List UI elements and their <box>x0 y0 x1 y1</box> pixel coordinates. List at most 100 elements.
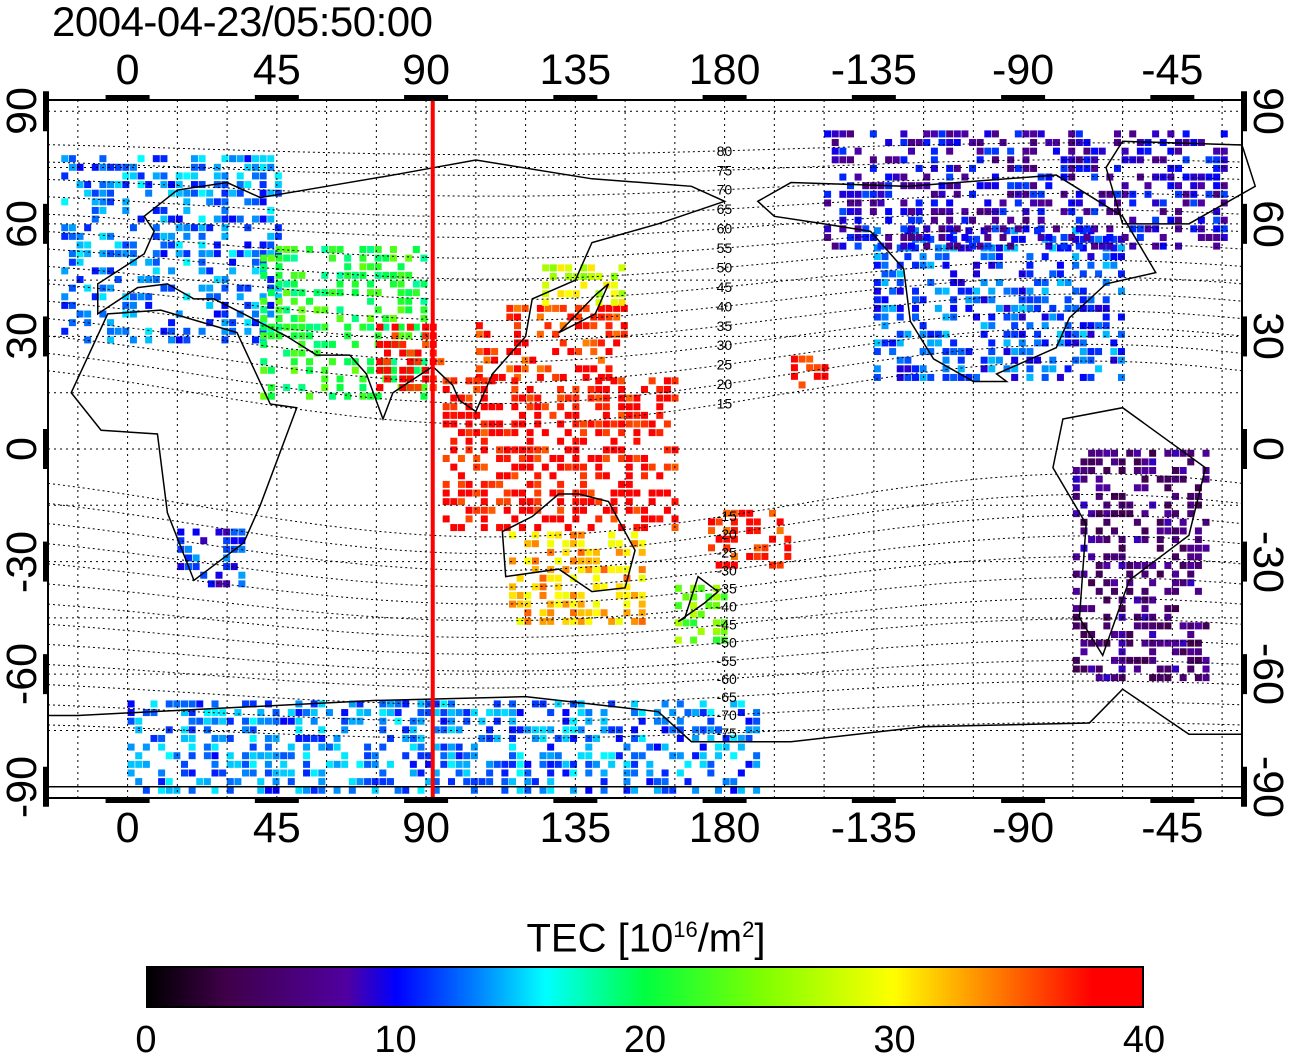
tec-cell <box>450 394 458 402</box>
tec-cell <box>348 778 356 786</box>
lon-tick-label-top: -90 <box>992 46 1055 94</box>
coast-south-america <box>1052 406 1207 658</box>
tec-cell <box>600 709 608 717</box>
tec-cell <box>610 489 618 497</box>
tick-bar-right <box>1241 541 1247 582</box>
tec-cell <box>1011 313 1019 321</box>
tec-cell <box>61 198 69 206</box>
tec-cell <box>590 348 598 356</box>
tec-cell <box>184 545 192 553</box>
tec-cell <box>674 619 682 627</box>
tec-cell <box>397 289 405 297</box>
tec-cell <box>1110 458 1118 466</box>
tec-cell <box>1103 579 1111 587</box>
tec-cell <box>927 373 935 381</box>
tec-cell <box>290 254 298 262</box>
tec-cell <box>1102 244 1110 252</box>
tec-cell <box>1152 216 1160 224</box>
tec-cell <box>610 498 618 506</box>
tec-cell <box>946 173 954 181</box>
tec-cell <box>513 304 521 312</box>
tec-cell <box>215 571 223 579</box>
tec-cell <box>730 527 738 535</box>
tec-cell <box>965 244 973 252</box>
tec-cell <box>242 726 250 734</box>
mag-contour <box>47 310 1243 363</box>
tec-cell <box>541 463 549 471</box>
tec-cell <box>552 304 560 312</box>
tec-cell <box>518 489 526 497</box>
tec-cell <box>564 446 572 454</box>
tec-cell <box>1164 613 1172 621</box>
tec-cell <box>455 709 463 717</box>
tec-cell <box>383 340 391 348</box>
tec-cell <box>769 535 777 543</box>
tec-cell <box>526 480 534 488</box>
tec-cell <box>1022 225 1030 233</box>
tec-cell <box>318 769 326 777</box>
tec-cell <box>915 216 923 224</box>
tec-cell <box>473 411 481 419</box>
mag-contour <box>47 343 1243 405</box>
tec-cell <box>409 760 417 768</box>
tec-cell <box>613 339 621 347</box>
tick-bar-left <box>43 91 49 132</box>
tec-cell <box>946 130 954 138</box>
tec-cell <box>318 700 326 708</box>
tec-cell <box>595 290 603 298</box>
tec-cell <box>623 760 631 768</box>
tick-bar-right <box>1241 203 1247 244</box>
tec-cell <box>1113 164 1121 172</box>
tec-cell <box>68 284 76 292</box>
tec-cell <box>526 429 534 437</box>
tec-cell <box>1064 304 1072 312</box>
tec-cell <box>259 198 267 206</box>
tec-cell <box>934 339 942 347</box>
tec-cell <box>575 304 583 312</box>
tec-cell <box>107 319 115 327</box>
tec-cell <box>1022 182 1030 190</box>
tec-cell <box>509 734 517 742</box>
tec-cell <box>180 760 188 768</box>
tec-cell <box>198 284 206 292</box>
tec-cell <box>488 480 496 488</box>
tec-cell <box>180 709 188 717</box>
tec-cell <box>769 561 777 569</box>
tec-cell <box>536 313 544 321</box>
tec-cell <box>745 734 753 742</box>
tec-cell <box>1014 130 1022 138</box>
tec-cell <box>313 289 321 297</box>
tec-cell <box>336 245 344 253</box>
tec-cell <box>386 734 394 742</box>
tec-cell <box>364 752 372 760</box>
tec-cell <box>973 296 981 304</box>
tec-cell <box>1110 579 1118 587</box>
tec-cell <box>1011 356 1019 364</box>
tec-cell <box>554 557 562 565</box>
tec-cell <box>99 293 107 301</box>
tec-cell <box>1159 233 1167 241</box>
tec-cell <box>524 557 532 565</box>
tec-cell <box>587 394 595 402</box>
tec-cell <box>1118 665 1126 673</box>
tec-cell <box>730 734 738 742</box>
tec-cell <box>570 617 578 625</box>
tec-cell <box>1194 656 1202 664</box>
tec-cell <box>988 348 996 356</box>
tec-cell <box>579 472 587 480</box>
tec-cell <box>183 250 191 258</box>
tec-cell <box>457 394 465 402</box>
tec-cell <box>511 377 519 385</box>
tec-cell <box>638 600 646 608</box>
tec-cell <box>631 734 639 742</box>
tec-cell <box>873 227 881 235</box>
tec-cell <box>1106 233 1114 241</box>
tec-cell <box>1110 656 1118 664</box>
tec-cell <box>976 242 984 250</box>
tec-cell <box>200 571 208 579</box>
tec-cell <box>198 224 206 232</box>
tec-cell <box>953 139 961 147</box>
tec-cell <box>203 717 211 725</box>
tec-cell <box>938 233 946 241</box>
tec-cell <box>516 591 524 599</box>
